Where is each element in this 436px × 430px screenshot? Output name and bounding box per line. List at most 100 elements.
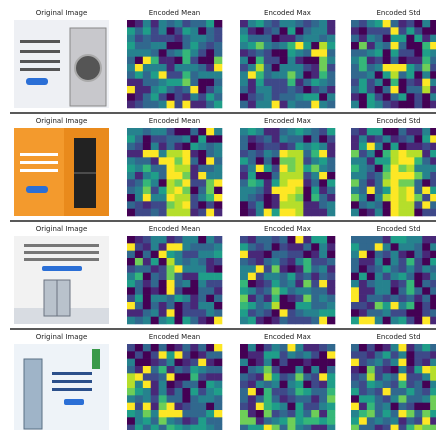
heatmap-cell [279,135,288,143]
heatmap-cell [351,56,360,65]
heatmap-cell [303,86,312,94]
heatmap-cell [382,236,391,244]
heatmap-cell [358,86,368,94]
heatmap-cell [390,424,399,430]
heatmap-cell [198,380,207,389]
heatmap-cell [303,302,312,310]
heatmap-cell [430,20,436,28]
heatmap-cell [327,265,336,273]
heatmap-cell [295,56,304,65]
heatmap-cell [182,27,191,35]
heatmap-cell [406,417,415,425]
heatmap-cell [311,388,320,396]
heatmap-cell [150,86,159,94]
heatmap-cell [134,42,144,50]
heatmap-cell [206,402,215,411]
heatmap-cell [240,71,249,79]
heatmap-cell [240,142,249,151]
heatmap-cell [422,64,431,72]
heatmap-cell [422,265,431,273]
heatmap-cell [351,179,360,187]
heatmap-cell [206,128,215,136]
heatmap-cell [247,135,257,143]
heatmap-cell [422,380,431,389]
heatmap-cell [158,100,167,109]
heatmap-cell [422,34,431,43]
heatmap-cell [263,351,272,359]
heatmap-cell [214,351,223,359]
heatmap-cell [127,424,136,430]
heatmap-cell [366,135,376,143]
heatmap-cell [206,373,215,381]
heatmap-cell [279,250,288,259]
heatmap-cell [142,243,152,251]
heatmap-cell [430,86,436,94]
heatmap-cell [255,142,265,151]
heatmap-cell [166,236,175,244]
heatmap-cell [279,243,288,251]
heatmap-cell [351,344,360,352]
heatmap-cell [271,395,280,403]
heatmap-cell [279,236,288,244]
heatmap-cell [398,135,407,143]
heatmap-cell [414,316,423,325]
heatmap-cell [414,287,423,295]
heatmap-cell [198,34,207,43]
heatmap-cell [311,272,320,281]
heatmap-cell [158,42,167,50]
heatmap-cell [414,388,423,396]
panel-title: Encoded Max [264,225,311,233]
heatmap-cell [247,316,257,325]
heatmap-cell [142,402,152,411]
heatmap-cell [287,395,296,403]
heatmap-cell [406,258,415,266]
heatmap-cell [414,157,423,165]
heatmap-cell [398,42,407,50]
heatmap-cell [255,86,265,94]
heatmap-cell [406,410,415,418]
heatmap-cell [240,388,249,396]
heatmap-cell [190,402,199,411]
heatmap-cell [279,150,288,158]
heatmap-cell [358,302,368,310]
heatmap-cell [366,78,376,87]
heatmap-cell [390,164,399,173]
heatmap-cell [279,49,288,57]
heatmap-cell [366,93,376,101]
heatmap-cell [398,49,407,57]
heatmap-cell [182,302,191,310]
heatmap-cell [382,56,391,65]
heatmap-cell [358,316,368,325]
heatmap-cell [150,280,159,288]
heatmap-cell [406,56,415,65]
heatmap-cell [255,157,265,165]
heatmap-cell [190,302,199,310]
heatmap-cell [240,272,249,281]
heatmap-cell [134,358,144,367]
panel-title: Encoded Max [264,333,311,341]
heatmap-cell [240,316,249,325]
heatmap-cell [351,358,360,367]
heatmap-cell [247,309,257,317]
heatmap-cell [351,49,360,57]
heatmap-cell [319,164,328,173]
heatmap-cell [414,164,423,173]
heatmap-cell [295,417,304,425]
heatmap-cell [406,265,415,273]
heatmap-cell [174,49,183,57]
heatmap-cell [127,366,136,374]
heatmap-cell [279,316,288,325]
panel-title: Encoded Max [264,9,311,17]
heatmap-cell [174,265,183,273]
heatmap-cell [263,208,272,217]
heatmap-cell [263,164,272,173]
heatmap-cell [174,56,183,65]
heatmap-cell [295,150,304,158]
heatmap-cell [303,424,312,430]
heatmap-cell [390,194,399,202]
heatmap-cell [279,294,288,303]
heatmap-cell [174,243,183,251]
heatmap-cell [271,309,280,317]
heatmap-cell [127,316,136,325]
